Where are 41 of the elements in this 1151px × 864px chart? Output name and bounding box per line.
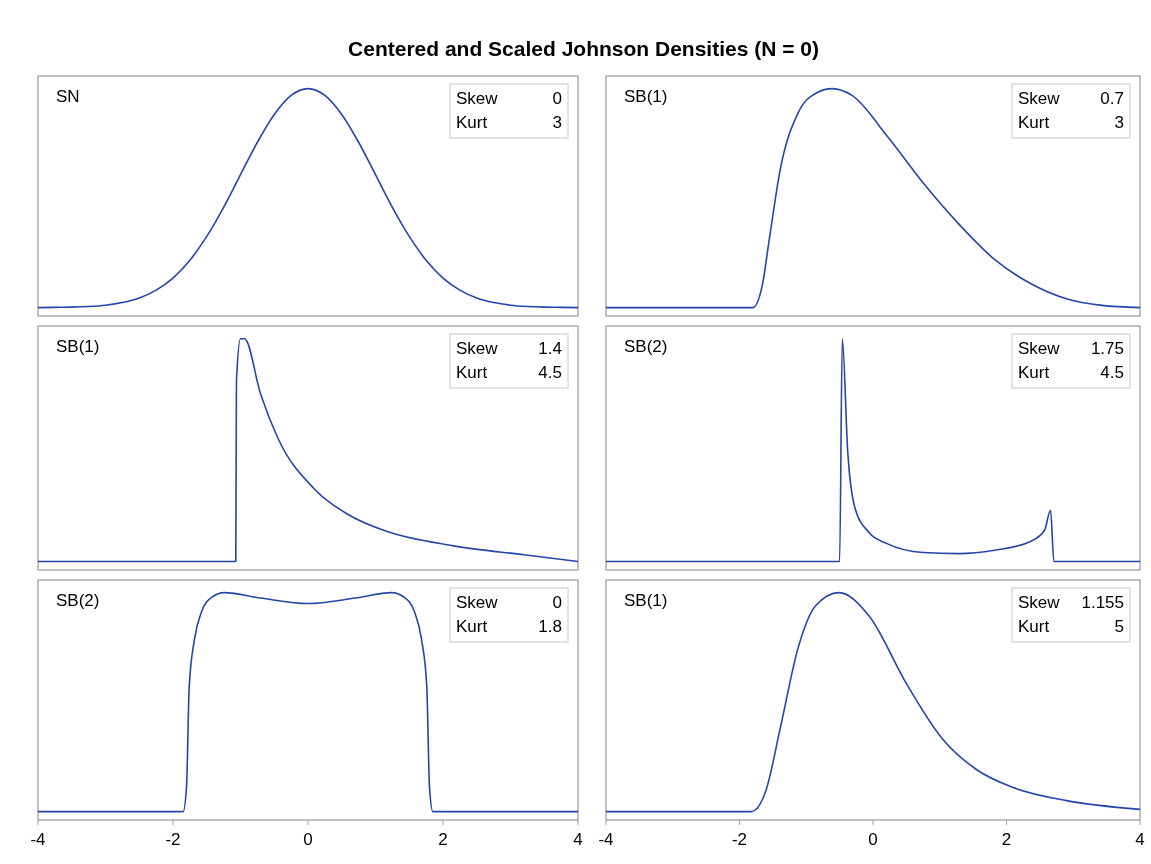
x-tick-label: -4 bbox=[30, 830, 46, 849]
annotation: Skew bbox=[456, 593, 499, 612]
annotation: 1.75 bbox=[1090, 339, 1124, 358]
chart-title: Centered and Scaled Johnson Densities (N = 0) bbox=[348, 37, 819, 60]
annotation: Kurt bbox=[1018, 113, 1050, 132]
annotation: SB(2) bbox=[56, 591, 100, 610]
x-tick-label: -4 bbox=[598, 830, 614, 849]
annotation: 0 bbox=[552, 593, 562, 612]
annotation: Skew bbox=[1018, 593, 1061, 612]
x-tick-label: 0 bbox=[868, 830, 878, 849]
annotation: Kurt bbox=[456, 113, 488, 132]
x-tick-label: -2 bbox=[165, 830, 181, 849]
x-tick-label: 2 bbox=[1001, 830, 1012, 849]
x-tick-label: 4 bbox=[573, 830, 583, 849]
x-tick-label: -2 bbox=[731, 830, 748, 849]
annotation: SB(1) bbox=[56, 337, 100, 356]
annotation: SB(1) bbox=[624, 591, 668, 610]
annotation: 1.8 bbox=[538, 617, 562, 636]
annotation: 1.155 bbox=[1081, 593, 1124, 612]
annotation: 0.7 bbox=[1100, 89, 1124, 108]
annotation: Kurt bbox=[1018, 617, 1050, 636]
annotation: 5 bbox=[1114, 617, 1124, 636]
x-tick-label: 2 bbox=[438, 830, 448, 849]
x-tick-label: 4 bbox=[1135, 830, 1145, 849]
annotation: Skew bbox=[1018, 89, 1061, 108]
annotation: Kurt bbox=[456, 617, 488, 636]
annotation: SN bbox=[56, 87, 80, 106]
annotation: Skew bbox=[1018, 339, 1061, 358]
x-tick-label: 0 bbox=[303, 830, 313, 849]
annotation: Skew bbox=[456, 89, 499, 108]
annotation: 0 bbox=[552, 89, 562, 108]
annotation: 3 bbox=[1114, 113, 1124, 132]
annotation: 4.5 bbox=[1100, 363, 1124, 382]
annotation: SB(1) bbox=[624, 87, 668, 106]
annotation: Kurt bbox=[1018, 363, 1050, 382]
annotation: 3 bbox=[552, 113, 562, 132]
annotation: Kurt bbox=[456, 363, 488, 382]
annotation: 4.5 bbox=[538, 363, 562, 382]
annotation: Skew bbox=[456, 339, 499, 358]
annotation: SB(2) bbox=[624, 337, 668, 356]
annotation: 1.4 bbox=[538, 339, 562, 358]
